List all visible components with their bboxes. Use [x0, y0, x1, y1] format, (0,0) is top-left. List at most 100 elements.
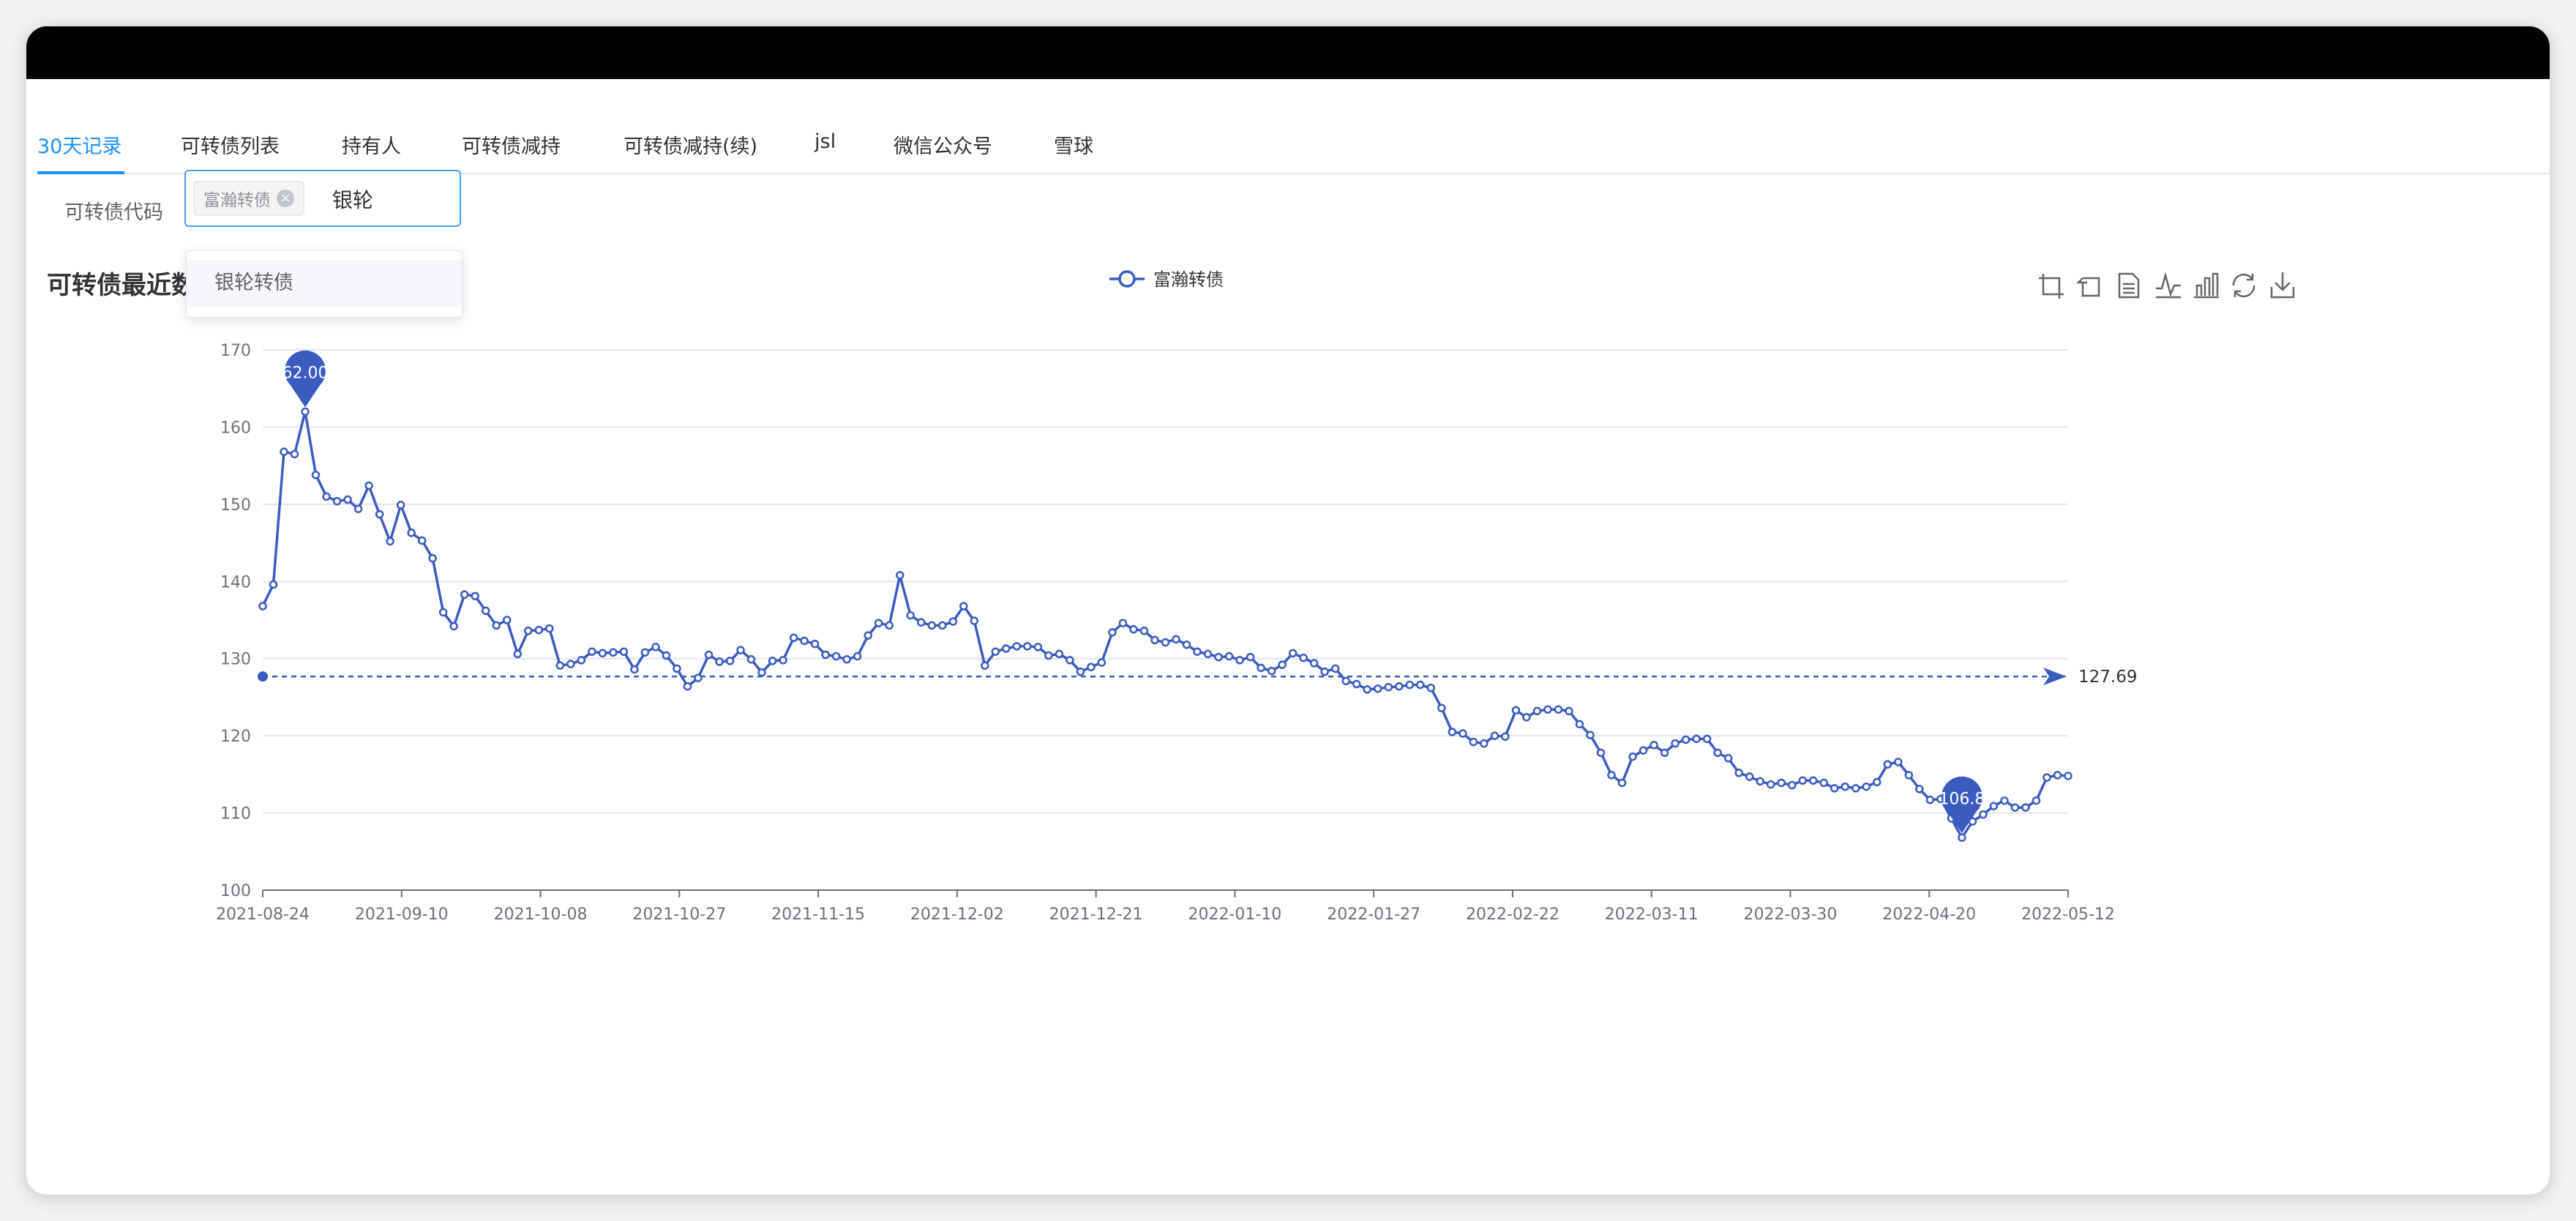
data-point	[1278, 660, 1287, 669]
data-point	[566, 660, 575, 668]
x-tick-label: 2022-04-20	[1882, 906, 1976, 924]
data-point	[269, 580, 278, 589]
data-point	[524, 627, 533, 635]
data-point	[503, 616, 512, 624]
dropdown-option[interactable]: 银轮转债	[187, 260, 462, 307]
zoom-reset-icon[interactable]	[2075, 277, 2100, 297]
data-point	[1288, 649, 1298, 658]
data-point	[1873, 777, 1882, 787]
x-tick-label: 2021-11-15	[771, 906, 865, 924]
data-point	[428, 553, 437, 563]
download-icon[interactable]	[2270, 272, 2295, 299]
data-point	[916, 618, 926, 627]
data-point	[332, 496, 342, 506]
data-point	[959, 602, 968, 610]
data-point	[864, 631, 872, 640]
markpoint-max-label: 162.001	[272, 364, 339, 382]
zoom-icon[interactable]	[2039, 274, 2064, 299]
data-point	[1044, 651, 1053, 660]
data-point	[375, 509, 384, 519]
bond-code-search-input[interactable]	[332, 184, 449, 214]
data-point	[2010, 803, 2020, 812]
data-point	[1915, 785, 1924, 794]
markline-label: 127.69	[2078, 668, 2137, 687]
data-point	[2053, 771, 2062, 780]
tab-holders[interactable]: 持有人	[342, 135, 401, 158]
x-tick-label: 2022-01-10	[1188, 906, 1281, 924]
restore-icon[interactable]	[2232, 273, 2255, 298]
data-point	[1352, 679, 1361, 689]
data-point	[1139, 627, 1149, 635]
data-point	[1267, 666, 1276, 676]
data-point	[1692, 734, 1701, 744]
data-point	[2064, 772, 2073, 780]
markpoint-min-pin	[1941, 776, 1982, 834]
data-point	[683, 682, 692, 691]
line-chart-icon[interactable]	[2156, 272, 2181, 299]
tab-xueqiu[interactable]: 雪球	[1054, 135, 1093, 158]
markline-arrow-icon	[2043, 668, 2067, 686]
data-point	[1841, 782, 1850, 791]
x-tick-label: 2021-10-27	[632, 906, 726, 924]
data-point	[1002, 644, 1011, 653]
data-point	[577, 656, 586, 665]
data-point	[407, 529, 416, 537]
x-tick-label: 2022-02-22	[1466, 906, 1560, 924]
legend-label: 富瀚转债	[1153, 269, 1224, 290]
data-point	[1989, 802, 1999, 810]
data-point	[1330, 664, 1340, 673]
tab-active-indicator	[37, 171, 124, 174]
data-point	[1087, 662, 1096, 672]
tag-close-icon[interactable]: ×	[277, 190, 294, 207]
y-tick-label: 150	[220, 496, 251, 515]
data-point	[1384, 682, 1393, 692]
data-point	[1904, 771, 1914, 780]
data-point	[1894, 758, 1903, 766]
tab-jsl[interactable]: jsl	[815, 130, 836, 153]
data-view-icon[interactable]	[2118, 272, 2140, 299]
data-point	[757, 668, 766, 677]
x-tick-label: 2021-12-21	[1049, 906, 1143, 924]
data-point	[1097, 658, 1107, 667]
y-tick-label: 170	[220, 342, 251, 360]
tab-30-day-record[interactable]: 30天记录	[37, 135, 122, 158]
tab-wechat[interactable]: 微信公众号	[894, 135, 992, 158]
tab-bond-reduction-cont[interactable]: 可转债减持(续)	[624, 135, 758, 158]
x-tick-label: 2021-08-24	[216, 906, 310, 924]
tab-bond-list[interactable]: 可转债列表	[181, 135, 280, 158]
data-point	[1681, 735, 1690, 744]
data-point	[1214, 652, 1223, 662]
data-point	[662, 651, 671, 660]
data-point	[1437, 703, 1446, 712]
data-point	[927, 621, 936, 630]
bond-code-select[interactable]: 富瀚转债 ×	[184, 170, 461, 227]
average-markline: 127.69	[258, 668, 2137, 687]
data-point	[1798, 776, 1807, 785]
data-point	[1108, 628, 1117, 637]
tab-bond-reduction[interactable]: 可转债减持	[462, 135, 561, 158]
data-point	[1182, 640, 1191, 649]
data-point	[1852, 784, 1860, 793]
data-point	[322, 492, 331, 501]
data-point	[1819, 778, 1828, 788]
x-tick-label: 2022-03-11	[1605, 906, 1699, 924]
data-point	[2021, 803, 2030, 812]
data-point	[630, 665, 639, 674]
data-point	[396, 501, 405, 509]
x-axis: 2021-08-24 2021-09-10 2021-10-08 2021-10-27…	[216, 890, 2115, 924]
data-point	[1118, 619, 1128, 627]
data-point	[1480, 739, 1489, 748]
data-point	[1203, 649, 1213, 659]
data-point	[906, 610, 915, 620]
tab-bar: 30天记录 可转债列表 持有人 可转债减持 可转债减持(续) jsl 微信公众号…	[26, 79, 2550, 174]
data-point	[1543, 705, 1552, 714]
legend-circle-icon	[1118, 270, 1136, 288]
data-point	[640, 648, 650, 657]
chart-legend[interactable]: 富瀚转债	[1109, 269, 1224, 290]
data-point	[1617, 778, 1627, 788]
data-point	[545, 624, 554, 633]
data-point	[2032, 796, 2041, 805]
bar-chart-icon[interactable]	[2194, 272, 2219, 299]
tab-divider	[37, 173, 2550, 174]
data-point	[810, 639, 820, 649]
